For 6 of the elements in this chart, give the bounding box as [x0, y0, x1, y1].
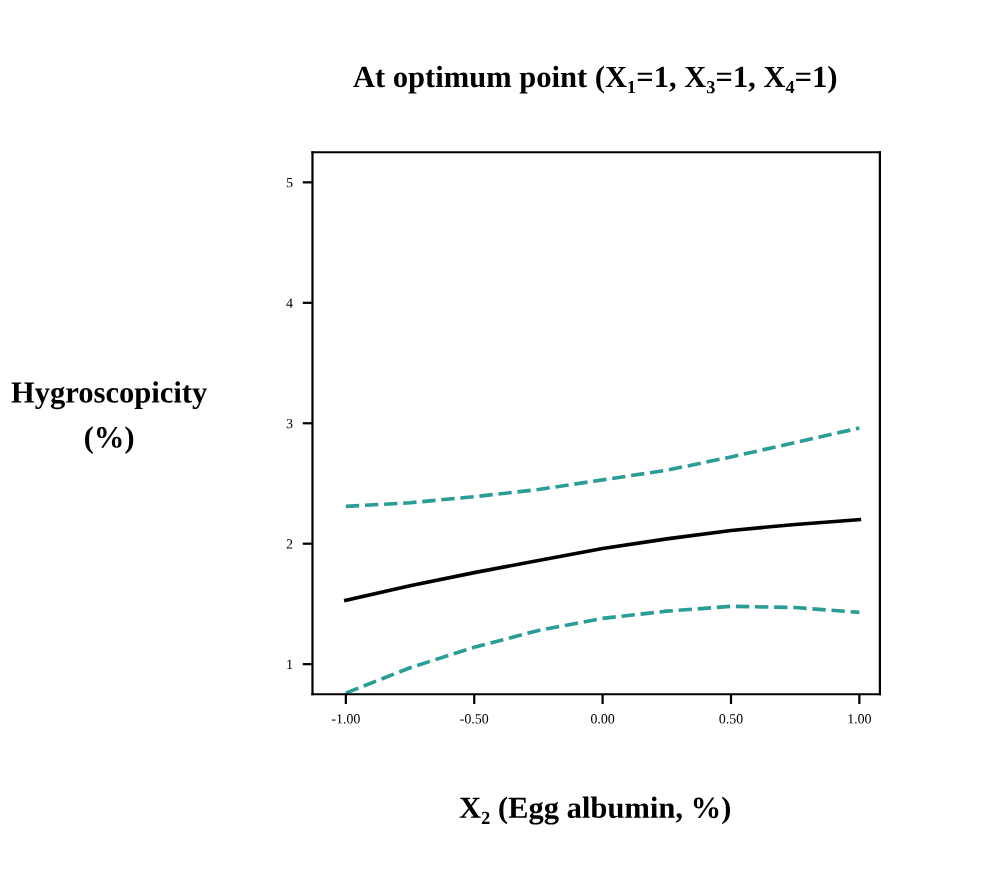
line-series: [344, 604, 862, 695]
x-axis-title: X₂ (Egg albumin, %): [459, 796, 731, 825]
line-series: [344, 426, 862, 509]
y-axis-title: Hygroscopicity (%): [11, 381, 207, 454]
chart-title: At optimum point (X₁=1, X₃=1, X₄=1): [353, 65, 837, 94]
line-series: [344, 517, 862, 603]
